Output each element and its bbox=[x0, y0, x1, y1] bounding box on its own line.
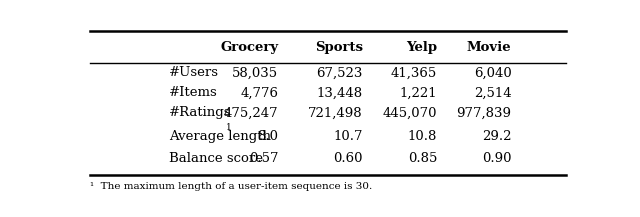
Text: Balance score: Balance score bbox=[169, 151, 263, 164]
Text: 1: 1 bbox=[227, 123, 232, 132]
Text: 445,070: 445,070 bbox=[383, 106, 437, 119]
Text: 977,839: 977,839 bbox=[456, 106, 511, 119]
Text: ¹  The maximum length of a user-item sequence is 30.: ¹ The maximum length of a user-item sequ… bbox=[90, 182, 372, 191]
Text: Average length: Average length bbox=[169, 130, 271, 143]
Text: 4,776: 4,776 bbox=[241, 86, 278, 99]
Text: 0.85: 0.85 bbox=[408, 151, 437, 164]
Text: #Items: #Items bbox=[169, 86, 218, 99]
Text: 58,035: 58,035 bbox=[232, 66, 278, 79]
Text: #Ratings: #Ratings bbox=[169, 106, 232, 119]
Text: Yelp: Yelp bbox=[406, 41, 437, 54]
Text: 2,514: 2,514 bbox=[474, 86, 511, 99]
Text: 8.0: 8.0 bbox=[257, 130, 278, 143]
Text: 0.57: 0.57 bbox=[249, 151, 278, 164]
Text: #Users: #Users bbox=[169, 66, 220, 79]
Text: Movie: Movie bbox=[467, 41, 511, 54]
Text: 0.90: 0.90 bbox=[482, 151, 511, 164]
Text: 29.2: 29.2 bbox=[482, 130, 511, 143]
Text: 6,040: 6,040 bbox=[474, 66, 511, 79]
Text: Grocery: Grocery bbox=[220, 41, 278, 54]
Text: 1,221: 1,221 bbox=[399, 86, 437, 99]
Text: Sports: Sports bbox=[315, 41, 363, 54]
Text: 10.7: 10.7 bbox=[333, 130, 363, 143]
Text: 475,247: 475,247 bbox=[224, 106, 278, 119]
Text: 41,365: 41,365 bbox=[391, 66, 437, 79]
Text: 10.8: 10.8 bbox=[408, 130, 437, 143]
Text: 67,523: 67,523 bbox=[316, 66, 363, 79]
Text: 721,498: 721,498 bbox=[308, 106, 363, 119]
Text: 13,448: 13,448 bbox=[317, 86, 363, 99]
Text: 0.60: 0.60 bbox=[333, 151, 363, 164]
